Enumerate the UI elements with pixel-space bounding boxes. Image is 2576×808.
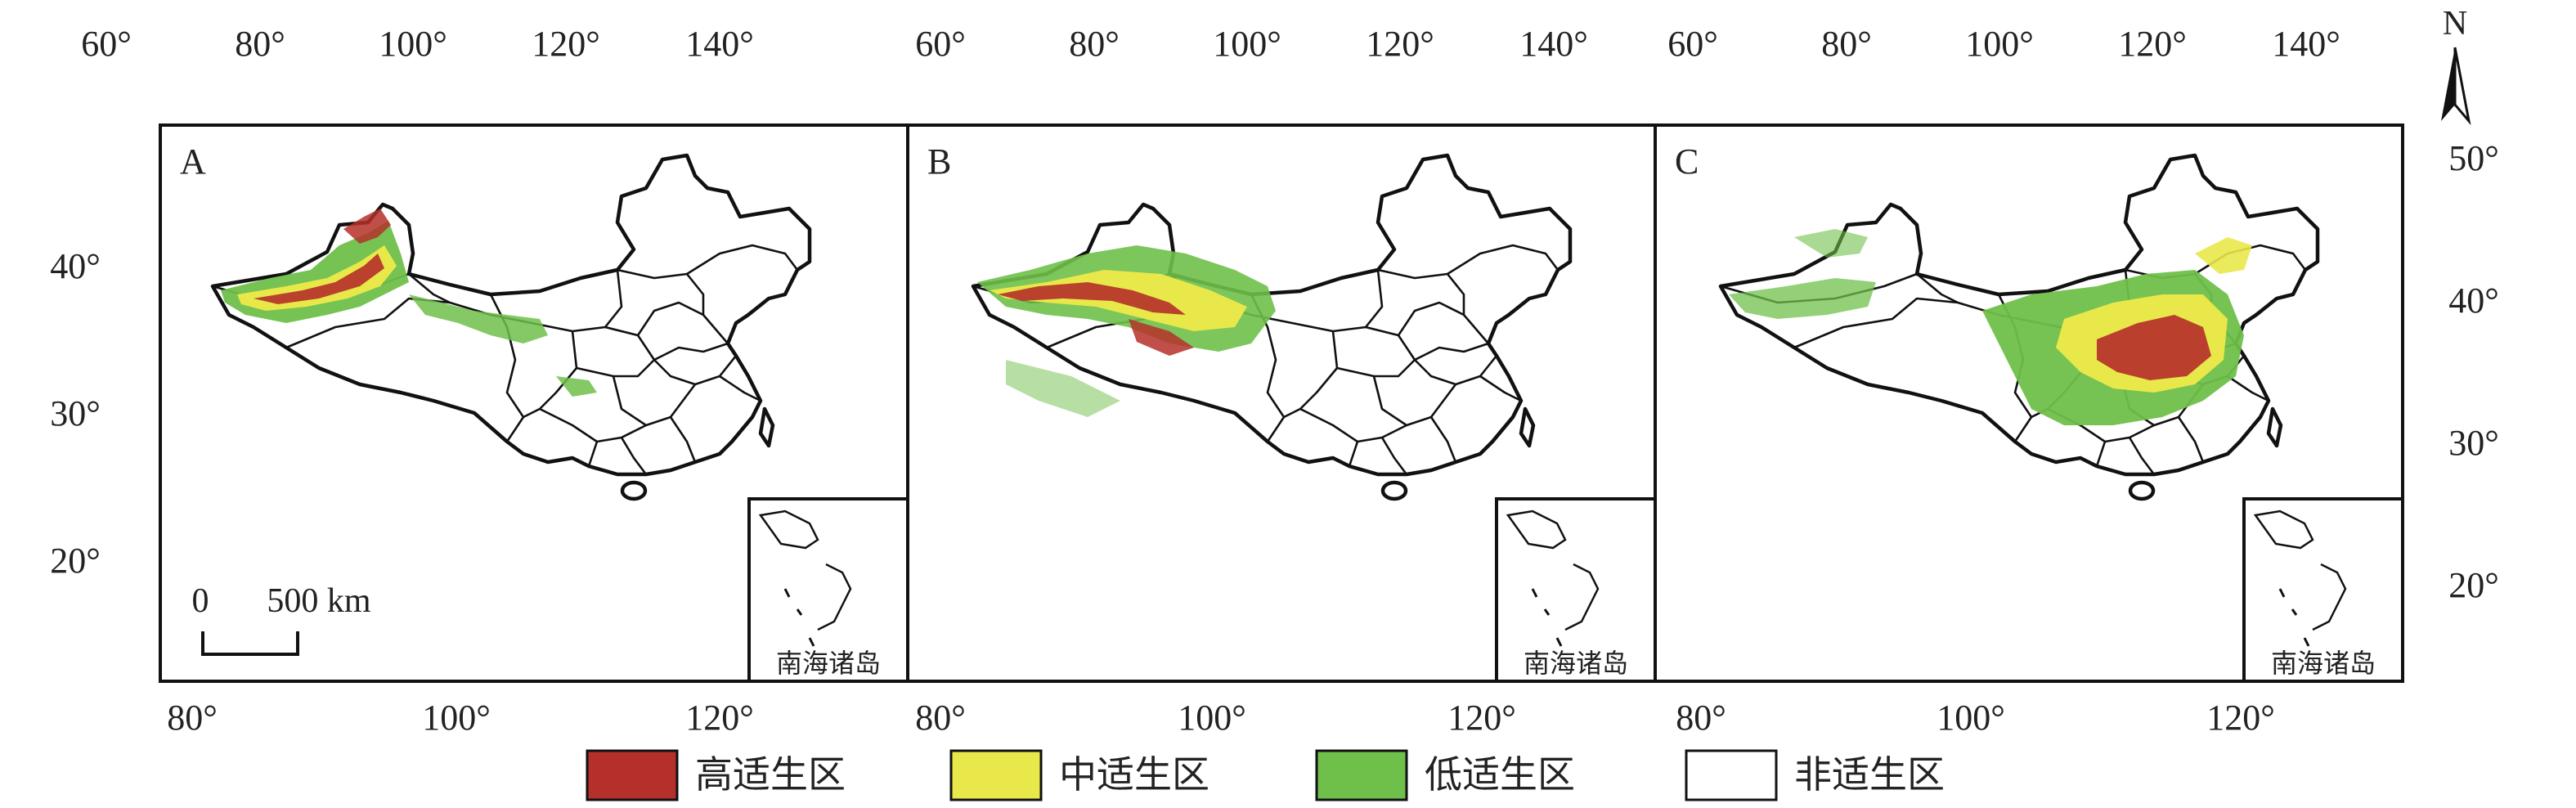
tick-bottom-b-80: 80° bbox=[915, 698, 966, 738]
tick-right-30: 30° bbox=[2448, 423, 2499, 463]
tick-bottom-a-100: 100° bbox=[422, 698, 491, 738]
panel-b-high-zone bbox=[998, 282, 1186, 315]
panel-a-letter: A bbox=[180, 141, 206, 182]
legend-swatch-none bbox=[1685, 749, 1778, 801]
tick-top-a-120: 120° bbox=[532, 24, 600, 64]
panel-a-mid-zone bbox=[237, 245, 397, 311]
panel-c-frame bbox=[1654, 123, 2404, 683]
tick-bottom-b-100: 100° bbox=[1178, 698, 1246, 738]
panel-b-inset-label: 南海诸岛 bbox=[1524, 648, 1628, 679]
tick-top-c-100: 100° bbox=[1965, 24, 2034, 64]
tick-top-c-140: 140° bbox=[2272, 24, 2340, 64]
panel-b-inset-coast bbox=[1506, 509, 1567, 550]
panel-a-inset-coast bbox=[758, 509, 819, 550]
scale-bar: 0 500 km bbox=[192, 582, 371, 656]
panel-c-inset-coast bbox=[2253, 509, 2314, 550]
north-arrow-label: N bbox=[2443, 5, 2467, 43]
panel-b-inset: 南海诸岛 bbox=[1495, 497, 1657, 683]
tick-top-c-80: 80° bbox=[1821, 24, 1872, 64]
tick-top-b-100: 100° bbox=[1213, 24, 1281, 64]
tick-bottom-c-120: 120° bbox=[2206, 698, 2275, 738]
panel-b-map bbox=[973, 155, 1570, 499]
panel-a: A 南海诸岛 0 500 km bbox=[159, 123, 909, 683]
panel-a-inset-dots bbox=[783, 588, 815, 647]
panel-a-map bbox=[213, 155, 810, 499]
panel-c-letter: C bbox=[1675, 141, 1699, 182]
panel-b: B 南海诸岛 bbox=[906, 123, 1657, 683]
north-arrow: N bbox=[2441, 5, 2471, 126]
panel-c-inset-label: 南海诸岛 bbox=[2271, 648, 2376, 679]
panel-b-inset-frame bbox=[1495, 497, 1657, 683]
panel-b-low-zone-plateau bbox=[1006, 360, 1120, 417]
panel-c-inset: 南海诸岛 bbox=[2242, 497, 2404, 683]
panel-a-low-zone-east bbox=[409, 294, 548, 343]
tick-bottom-a-80: 80° bbox=[167, 698, 218, 738]
panel-c-map bbox=[1721, 155, 2318, 499]
legend-label-low: 低适生区 bbox=[1425, 752, 1575, 797]
scale-bar-line bbox=[201, 631, 299, 656]
legend-label-none: 非适生区 bbox=[1794, 752, 1945, 797]
tick-top-b-120: 120° bbox=[1366, 24, 1434, 64]
tick-top-b-60: 60° bbox=[915, 24, 966, 64]
panel-b-inset-islands bbox=[1564, 563, 1600, 631]
tick-top-b-80: 80° bbox=[1069, 24, 1120, 64]
tick-right-40: 40° bbox=[2448, 281, 2499, 321]
panel-a-low-zone-center bbox=[556, 376, 597, 397]
legend-swatch-mid bbox=[949, 749, 1043, 801]
panel-b-inset-dots bbox=[1531, 588, 1563, 647]
legend-label-mid: 中适生区 bbox=[1059, 752, 1209, 797]
scale-bar-zero: 0 bbox=[192, 582, 209, 620]
north-arrow-left-half bbox=[2441, 47, 2455, 121]
panel-a-inset: 南海诸岛 bbox=[747, 497, 909, 683]
legend: 高适生区 中适生区 低适生区 非适生区 bbox=[586, 749, 1945, 801]
panel-c-inset-dots bbox=[2278, 588, 2310, 647]
tick-left-40: 40° bbox=[50, 246, 101, 286]
panel-c-inset-frame bbox=[2242, 497, 2404, 683]
panel-c-inset-islands bbox=[2312, 563, 2347, 631]
tick-bottom-a-120: 120° bbox=[685, 698, 754, 738]
tick-top-a-140: 140° bbox=[685, 24, 754, 64]
tick-top-a-100: 100° bbox=[379, 24, 447, 64]
tick-bottom-b-120: 120° bbox=[1447, 698, 1516, 738]
tick-right-50: 50° bbox=[2448, 138, 2499, 178]
tick-top-a-60: 60° bbox=[81, 24, 132, 64]
panel-c: C 南海诸岛 bbox=[1654, 123, 2404, 683]
tick-top-b-140: 140° bbox=[1519, 24, 1588, 64]
panel-a-inset-frame bbox=[747, 497, 909, 683]
panel-a-high-zone-north bbox=[343, 209, 391, 244]
tick-bottom-c-80: 80° bbox=[1676, 698, 1726, 738]
panel-a-inset-label: 南海诸岛 bbox=[776, 648, 881, 679]
panel-c-mid-zone-northeast bbox=[2195, 237, 2252, 274]
tick-left-30: 30° bbox=[50, 393, 101, 433]
panel-c-high-zone bbox=[2097, 315, 2211, 380]
panel-a-high-zone bbox=[254, 254, 384, 304]
bottom-axis: 80° 100° 120° 80° 100° 120° 80° 100° 120… bbox=[167, 698, 2275, 738]
panel-c-low-zone-northwest bbox=[1729, 278, 1876, 319]
tick-top-a-80: 80° bbox=[235, 24, 285, 64]
top-axis: 60° 80° 100° 120° 140° 60° 80° 100° 120°… bbox=[81, 24, 2340, 64]
tick-bottom-c-100: 100° bbox=[1936, 698, 2005, 738]
panel-c-low-zone-north bbox=[1794, 229, 1868, 258]
tick-right-20: 20° bbox=[2448, 565, 2499, 605]
north-arrow-right-half bbox=[2453, 47, 2471, 126]
panel-a-inset-islands bbox=[817, 563, 852, 631]
right-axis: 50° 40° 30° 20° bbox=[2448, 138, 2499, 605]
tick-top-c-120: 120° bbox=[2118, 24, 2187, 64]
tick-top-c-60: 60° bbox=[1667, 24, 1718, 64]
left-axis: 40° 30° 20° bbox=[50, 246, 101, 581]
scale-bar-distance: 500 km bbox=[267, 582, 371, 620]
legend-label-high: 高适生区 bbox=[695, 752, 846, 797]
panel-b-letter: B bbox=[927, 141, 951, 182]
tick-left-20: 20° bbox=[50, 541, 101, 581]
legend-swatch-low bbox=[1315, 749, 1408, 801]
legend-swatch-high bbox=[586, 749, 679, 801]
panel-b-high-zone-south bbox=[1129, 319, 1194, 356]
